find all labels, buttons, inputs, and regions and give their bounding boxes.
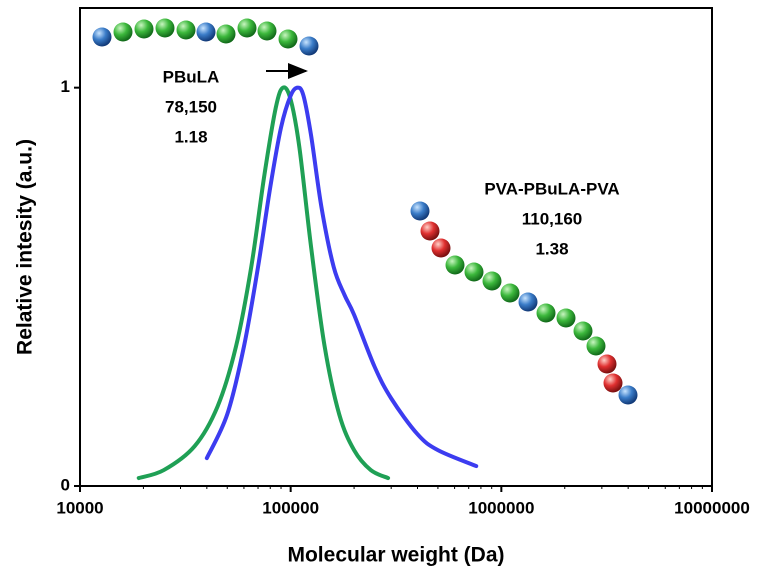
bead	[257, 21, 277, 41]
bead	[176, 20, 196, 40]
annotation: 110,160	[522, 209, 583, 228]
y-tick-label: 1	[61, 77, 70, 96]
bead	[431, 238, 451, 258]
bead	[196, 22, 216, 42]
bead	[556, 308, 576, 328]
bead	[299, 36, 319, 56]
bead	[92, 27, 112, 47]
bead	[464, 262, 484, 282]
bead	[134, 19, 154, 39]
bead	[237, 18, 257, 38]
y-tick-label: 0	[61, 475, 70, 494]
annotation: 78,150	[165, 97, 217, 116]
bead	[113, 22, 133, 42]
bead	[536, 303, 556, 323]
bead	[518, 292, 538, 312]
plot-frame	[79, 7, 713, 487]
data-line	[136, 85, 391, 481]
bead	[155, 18, 175, 38]
bead-chains	[92, 18, 638, 405]
bead	[216, 24, 236, 44]
bead	[482, 271, 502, 291]
bead	[410, 201, 430, 221]
bead	[445, 255, 465, 275]
bead	[278, 29, 298, 49]
bead	[597, 354, 617, 374]
bead	[603, 373, 623, 393]
annotation: PBuLA	[163, 67, 220, 86]
x-tick-label: 10000000	[674, 498, 750, 517]
bead	[573, 321, 593, 341]
x-tick-label: 10000	[56, 498, 103, 517]
x-tick-label: 1000000	[468, 498, 534, 517]
annotation: PVA-PBuLA-PVA	[484, 179, 619, 198]
x-axis-label: Molecular weight (Da)	[287, 544, 504, 567]
y-axis-label: Relative intesity (a.u.)	[14, 139, 37, 355]
bead	[420, 221, 440, 241]
bead	[500, 283, 520, 303]
data-line	[204, 85, 479, 469]
bead	[618, 385, 638, 405]
x-tick-label: 100000	[262, 498, 319, 517]
annotation: 1.38	[535, 239, 568, 258]
annotation: 1.18	[174, 127, 207, 146]
bead	[586, 336, 606, 356]
